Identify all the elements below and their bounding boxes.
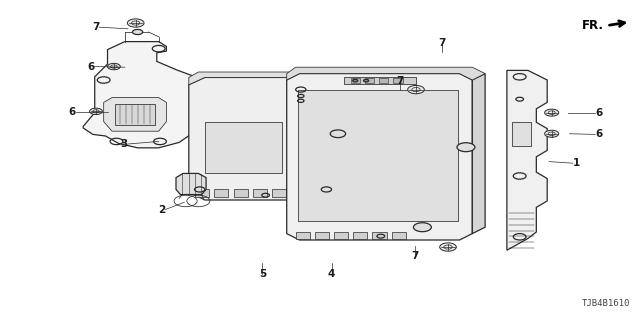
Polygon shape xyxy=(344,77,416,84)
Polygon shape xyxy=(234,189,248,197)
Polygon shape xyxy=(351,78,360,83)
Text: FR.: FR. xyxy=(582,19,604,32)
Polygon shape xyxy=(379,78,388,83)
Polygon shape xyxy=(272,189,286,197)
Polygon shape xyxy=(115,104,155,125)
Polygon shape xyxy=(298,90,458,221)
Polygon shape xyxy=(291,189,305,197)
Text: TJB4B1610: TJB4B1610 xyxy=(582,299,630,308)
Circle shape xyxy=(353,79,358,82)
Polygon shape xyxy=(176,173,206,195)
Text: 6: 6 xyxy=(68,107,76,117)
Polygon shape xyxy=(214,189,228,197)
Polygon shape xyxy=(253,189,267,197)
Polygon shape xyxy=(342,78,358,192)
Text: 7: 7 xyxy=(411,251,419,261)
Text: 7: 7 xyxy=(438,38,445,48)
Polygon shape xyxy=(315,232,329,239)
Text: 6: 6 xyxy=(595,129,602,140)
Circle shape xyxy=(364,79,369,82)
Circle shape xyxy=(408,85,424,94)
Circle shape xyxy=(545,109,559,116)
Circle shape xyxy=(440,243,456,251)
Text: 6: 6 xyxy=(88,61,95,72)
Polygon shape xyxy=(334,232,348,239)
Polygon shape xyxy=(83,42,204,148)
Polygon shape xyxy=(365,78,374,83)
Text: 5: 5 xyxy=(259,268,266,279)
Circle shape xyxy=(90,108,102,115)
Circle shape xyxy=(132,29,143,35)
Polygon shape xyxy=(507,70,547,250)
Circle shape xyxy=(330,130,346,138)
Polygon shape xyxy=(393,78,403,83)
Polygon shape xyxy=(104,98,166,131)
Polygon shape xyxy=(205,122,282,173)
Text: 6: 6 xyxy=(595,108,602,118)
Text: 7: 7 xyxy=(92,22,99,32)
Circle shape xyxy=(108,63,120,70)
Circle shape xyxy=(457,143,475,152)
Text: 3: 3 xyxy=(121,139,128,149)
Text: 7: 7 xyxy=(396,76,404,86)
Polygon shape xyxy=(512,122,531,146)
Text: 1: 1 xyxy=(573,158,580,168)
Polygon shape xyxy=(189,77,342,200)
Polygon shape xyxy=(372,232,387,239)
Polygon shape xyxy=(287,74,472,240)
Text: 2: 2 xyxy=(158,204,165,215)
Polygon shape xyxy=(296,232,310,239)
Circle shape xyxy=(413,223,431,232)
Circle shape xyxy=(127,19,144,27)
Circle shape xyxy=(545,130,559,137)
Text: 4: 4 xyxy=(328,268,335,279)
Polygon shape xyxy=(287,67,485,80)
Polygon shape xyxy=(195,189,209,197)
Polygon shape xyxy=(189,72,358,85)
Polygon shape xyxy=(353,232,367,239)
Polygon shape xyxy=(392,232,406,239)
Polygon shape xyxy=(472,74,485,234)
